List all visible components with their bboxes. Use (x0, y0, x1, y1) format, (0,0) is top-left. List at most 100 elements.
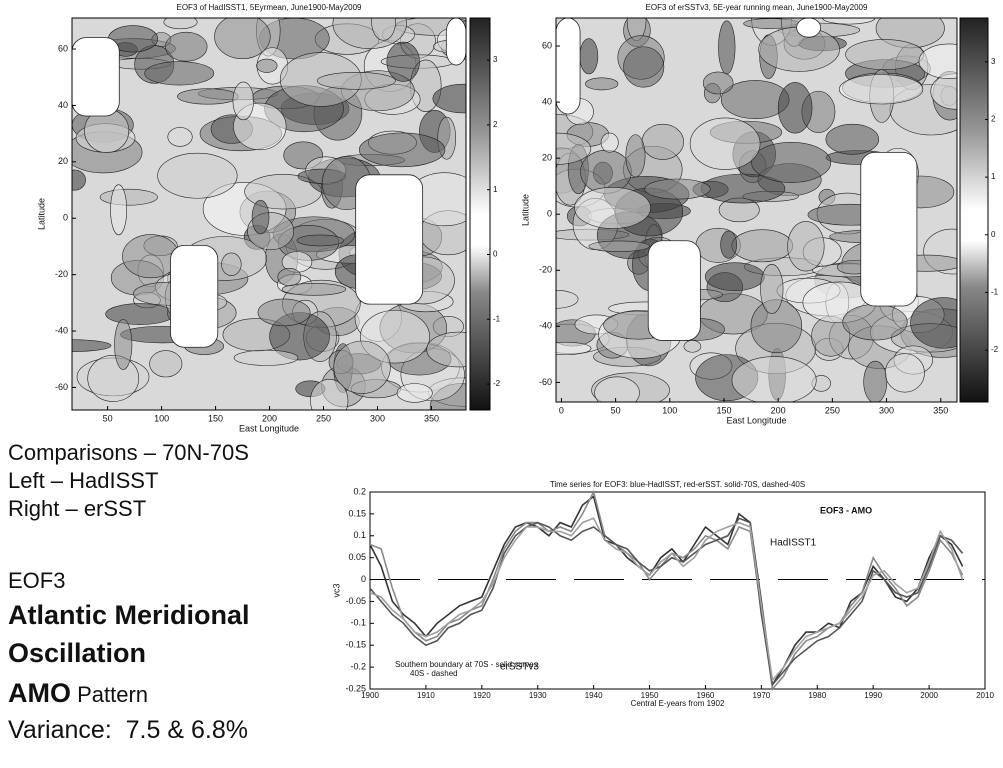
x-tick-label: 150 (716, 405, 731, 415)
colorbar-tick-label: 2 (991, 115, 996, 124)
land (72, 38, 119, 116)
x-tick-label: 300 (370, 413, 385, 423)
x-tick-label: 200 (262, 413, 277, 423)
heading: Oscillation (8, 638, 146, 669)
colorbar-tick-label: 3 (991, 57, 996, 66)
contour-blob (234, 350, 298, 365)
contour-blob (703, 72, 733, 94)
x-tick-label: 1970 (752, 691, 770, 700)
map-title: EOF3 of erSSTv3, 5E-year running mean, J… (646, 3, 868, 12)
contour-blob (585, 78, 618, 90)
x-tick-label: 2010 (976, 691, 994, 700)
y-tick-label: -20 (539, 265, 552, 275)
contour-blob (88, 355, 139, 401)
y-tick-label: 40 (58, 100, 68, 110)
amo-bold: AMO (8, 678, 71, 708)
y-tick-label: -0.1 (350, 618, 366, 628)
slide: {"chart_data": [ {"type": "contour", "ti… (0, 0, 1003, 768)
contour-blob (540, 342, 591, 354)
y-tick-label: -40 (55, 325, 68, 335)
x-tick-label: 350 (424, 413, 439, 423)
contour-blob (601, 133, 618, 152)
contour-blob (788, 221, 825, 271)
x-tick-label: 1980 (808, 691, 826, 700)
contour-blob (595, 377, 640, 409)
contour-blob (397, 384, 432, 403)
contour-blob (690, 118, 760, 170)
colorbar-tick-label: -1 (493, 314, 501, 323)
x-tick-label: 1920 (473, 691, 491, 700)
amo-rest: Pattern (71, 682, 148, 707)
land (797, 18, 821, 37)
contour-blob (252, 200, 269, 234)
contour-blob (843, 304, 908, 340)
contour-blob (215, 14, 271, 58)
land (556, 18, 580, 114)
y-tick-label: -0.2 (350, 661, 366, 671)
contour-blob (165, 32, 207, 61)
contour-blob (100, 189, 158, 205)
contour-field (522, 0, 984, 409)
contour-blob (721, 231, 737, 258)
contour-blob (63, 170, 85, 190)
colorbar-tick-label: 3 (493, 55, 498, 64)
y-tick-label: 0.05 (348, 552, 366, 562)
chart-title: Time series for EOF3: blue-HadISST, red-… (550, 480, 805, 489)
y-tick-label: -0.15 (345, 640, 366, 650)
contour-blob (624, 47, 664, 87)
contour-blob (114, 319, 131, 369)
contour-blob (627, 0, 646, 40)
y-tick-label: 40 (542, 96, 552, 106)
colorbar-tick-label: 1 (991, 172, 996, 181)
colorbar-tick-label: 0 (493, 250, 498, 259)
contour-blob (575, 187, 651, 228)
contour-blob (278, 268, 301, 286)
y-tick-label: 0.1 (353, 530, 366, 540)
contour-blob (522, 133, 591, 164)
x-tick-label: 350 (933, 405, 948, 415)
y-tick-label: -0.05 (345, 596, 366, 606)
contour-blob (106, 304, 175, 325)
x-tick-label: 50 (611, 405, 621, 415)
y-axis-label: Latitude (520, 194, 530, 226)
contour-blob (372, 3, 396, 40)
colorbar-tick-label: 0 (991, 230, 996, 239)
colorbar-tick-label: -1 (991, 288, 999, 297)
contour-blob (839, 75, 923, 104)
colorbar (960, 18, 988, 402)
contour-blob (846, 39, 924, 69)
colorbar-tick-label: -2 (991, 345, 999, 354)
contour-blob (233, 82, 254, 120)
contour-blob (732, 357, 816, 405)
y-tick-label: 0.15 (348, 508, 366, 518)
contour-blob (864, 361, 887, 403)
contour-blob (642, 124, 684, 159)
charts: EOF3 of HadISST1, 5Eyrmean, June1900-May… (0, 0, 1003, 768)
contour-blob (589, 241, 649, 252)
note: EOF3 (8, 568, 65, 594)
y-tick-label: 0.2 (353, 486, 366, 496)
y-tick-label: -40 (539, 321, 552, 331)
y-tick-label: -60 (55, 382, 68, 392)
contour-blob (145, 62, 214, 86)
contour-blob (258, 299, 310, 326)
y-tick-label: 0 (547, 209, 552, 219)
y-tick-label: 0 (63, 213, 68, 223)
heading: Atlantic Meridional (8, 600, 250, 631)
y-tick-label: 20 (58, 156, 68, 166)
contour-blob (885, 354, 924, 393)
annotation: EOF3 - AMO (820, 505, 872, 515)
annotation: HadISST1 (770, 538, 817, 549)
x-tick-label: 1910 (417, 691, 435, 700)
contour-blob (778, 82, 812, 133)
variance: Variance: 7.5 & 6.8% (8, 716, 248, 745)
x-tick-label: 1990 (864, 691, 882, 700)
contour-blob (580, 39, 598, 74)
contour-blob (705, 263, 764, 291)
x-tick-label: 1900 (361, 691, 379, 700)
annotation: 40S - dashed (410, 669, 458, 678)
contour-blob (732, 230, 793, 262)
y-tick-label: 60 (542, 40, 552, 50)
x-tick-label: 100 (662, 405, 677, 415)
x-tick-label: 300 (879, 405, 894, 415)
